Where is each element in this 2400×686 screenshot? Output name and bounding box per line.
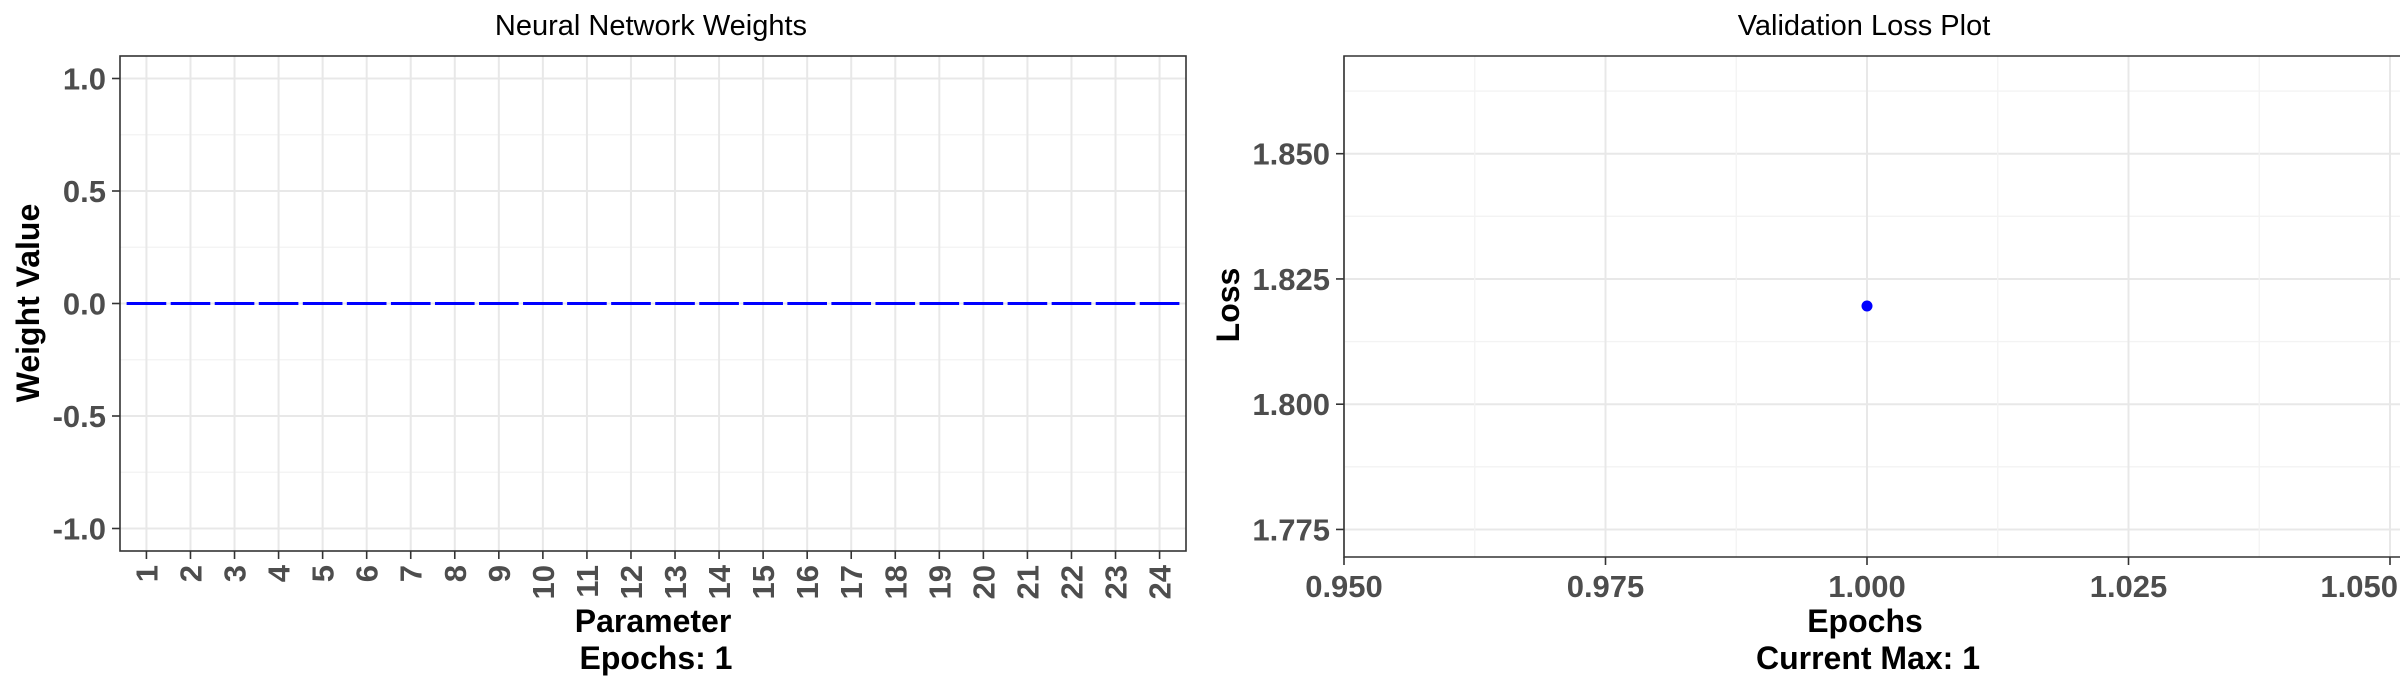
weights-x-tick-label: 18 (878, 565, 913, 599)
weights-x-ticks: 1 2 3 4 5 6 7 8 9 10 11 12 13 14 15 16 17 18 19 20 21 22 23 24 (129, 551, 1178, 599)
weights-y-tick-label: 0.0 (63, 287, 106, 322)
weights-x-tick-label: 7 (394, 565, 429, 582)
weights-x-tick-label: 21 (1010, 565, 1045, 599)
weight-bar (346, 302, 387, 305)
loss-title: Validation Loss Plot (1738, 10, 1991, 42)
weights-y-tick-label: 1.0 (63, 62, 106, 97)
loss-y-ticks: 1.775 1.800 1.825 1.850 (1252, 137, 1344, 547)
weight-bar (831, 302, 872, 305)
loss-chart: Validation Loss Plot 1.775 1.800 1.825 1.85… (1210, 10, 2400, 676)
loss-x-tick-label: 0.950 (1305, 569, 1383, 604)
weight-bar (1139, 302, 1180, 305)
weights-epochs-caption: Epochs: 1 (580, 640, 733, 676)
weight-bar (787, 302, 827, 305)
weight-bar (302, 302, 343, 305)
weight-bar (743, 302, 783, 305)
weights-x-tick-label: 10 (526, 565, 561, 599)
weights-x-tick-label: 20 (966, 565, 1001, 599)
weights-x-tick-label: 11 (570, 565, 605, 598)
loss-y-tick-label: 1.825 (1252, 262, 1330, 297)
loss-y-tick-label: 1.775 (1252, 512, 1330, 547)
weights-x-tick-label: 5 (306, 565, 341, 582)
weights-x-tick-label: 1 (129, 565, 164, 582)
weights-x-tick-label: 2 (173, 565, 208, 582)
loss-x-tick-label: 1.050 (2320, 569, 2398, 604)
loss-point (1861, 300, 1873, 312)
weights-x-tick-label: 17 (834, 565, 869, 599)
weights-x-tick-label: 12 (614, 565, 649, 599)
loss-current-max-caption: Current Max: 1 (1756, 640, 1980, 676)
loss-x-tick-label: 0.975 (1567, 569, 1645, 604)
weight-bar (919, 302, 960, 305)
weight-bar (523, 302, 563, 305)
loss-y-axis-label: Loss (1210, 268, 1246, 343)
weights-x-tick-label: 13 (658, 565, 693, 599)
weight-bar (567, 302, 607, 305)
weight-bar (875, 302, 916, 305)
weights-x-tick-label: 9 (482, 565, 517, 582)
weights-x-tick-label: 23 (1099, 565, 1134, 599)
weights-x-tick-label: 22 (1054, 565, 1089, 599)
weight-bar (126, 302, 167, 305)
weight-bar (963, 302, 1004, 305)
weight-bar (258, 302, 299, 305)
weights-x-tick-label: 19 (922, 565, 957, 599)
weight-bar (390, 302, 431, 305)
weight-bar (1095, 302, 1136, 305)
weight-bar (1051, 302, 1092, 305)
weights-x-tick-label: 24 (1143, 564, 1178, 599)
weights-title: Neural Network Weights (495, 10, 807, 42)
weights-x-tick-label: 3 (218, 565, 253, 582)
weights-x-tick-label: 6 (350, 565, 385, 582)
weights-bars (126, 302, 1180, 305)
weight-bar (655, 302, 695, 305)
weight-bar (479, 302, 519, 305)
weights-x-tick-label: 15 (746, 565, 781, 599)
weight-bar (611, 302, 651, 305)
loss-x-tick-label: 1.000 (1828, 569, 1906, 604)
loss-x-axis-label: Epochs (1807, 603, 1923, 639)
weights-y-tick-label: -1.0 (53, 512, 106, 547)
weights-x-tick-label: 14 (702, 564, 737, 599)
weight-bar (434, 302, 475, 305)
loss-y-tick-label: 1.850 (1252, 137, 1330, 172)
weights-y-ticks: -1.0 -0.5 0.0 0.5 1.0 (53, 62, 120, 547)
weights-x-tick-label: 4 (262, 564, 297, 582)
weights-x-tick-label: 8 (438, 565, 473, 582)
weights-x-axis-label: Parameter (575, 603, 732, 639)
weight-bar (214, 302, 255, 305)
weights-y-tick-label: -0.5 (53, 399, 106, 434)
weights-chart: Neural Network Weights -1.0 -0.5 0.0 0.5 1.0… (10, 10, 1187, 676)
loss-points (1861, 300, 1873, 312)
weights-x-tick-label: 16 (790, 565, 825, 599)
loss-x-ticks: 0.950 0.975 1.000 1.025 1.050 (1305, 557, 2398, 604)
weight-bar (699, 302, 739, 305)
loss-x-tick-label: 1.025 (2090, 569, 2168, 604)
weights-y-axis-label: Weight Value (10, 204, 46, 403)
loss-axis-lines (1343, 55, 2400, 558)
weight-bar (170, 302, 211, 305)
weights-y-tick-label: 0.5 (63, 174, 106, 209)
weight-bar (1007, 302, 1048, 305)
loss-y-tick-label: 1.800 (1252, 387, 1330, 422)
